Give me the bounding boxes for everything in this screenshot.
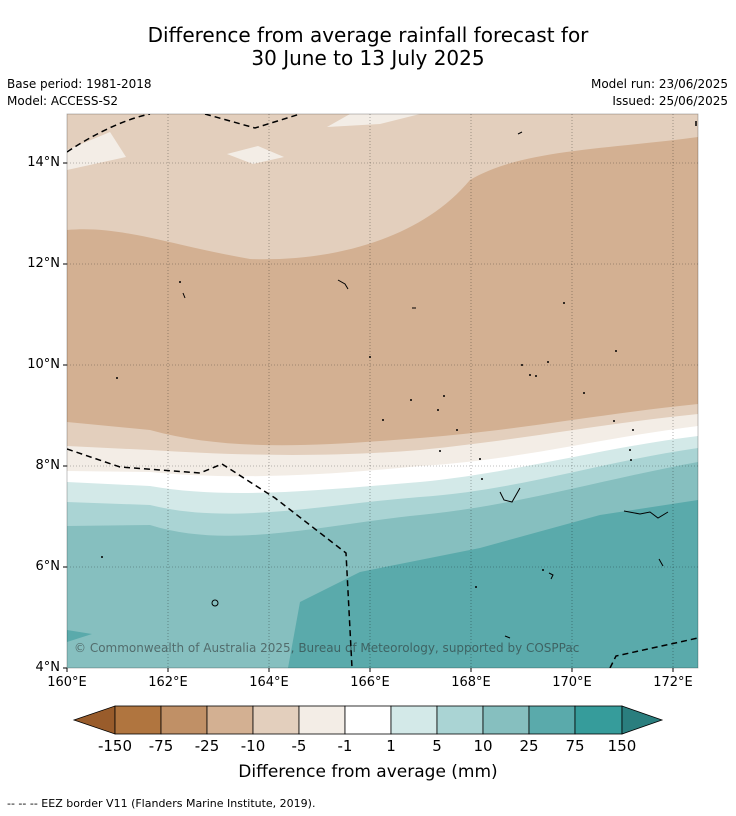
model-run: Model run: 23/06/2025: [590, 77, 728, 91]
band-near-neutral: [67, 132, 126, 170]
colorbar-tick-label: -1: [337, 737, 353, 755]
band-tan: [67, 137, 698, 446]
colorbar-tick-label: 150: [607, 737, 637, 755]
colorbar-swatch: [574, 705, 623, 735]
colorbar-swatch: [160, 705, 208, 735]
colorbar-tick-label: -25: [194, 737, 220, 755]
colorbar-tick-label: 25: [519, 737, 539, 755]
colorbar-tick-label: -10: [240, 737, 266, 755]
map-title-line2: 30 June to 13 July 2025: [251, 46, 485, 70]
colorbar-swatch: [482, 705, 530, 735]
colorbar-swatch: [390, 705, 438, 735]
colorbar-title: Difference from average (mm): [238, 762, 498, 782]
base-period: Base period: 1981-2018: [7, 77, 152, 91]
colorbar-tick-label: -5: [291, 737, 307, 755]
colorbar-tick-label: -150: [97, 737, 133, 755]
lon-label-172e: 172°E: [653, 675, 693, 690]
colorbar-swatch: [344, 705, 392, 735]
colorbar-swatch: [252, 705, 300, 735]
lat-label-14n: 14°N: [27, 155, 60, 170]
band-near-neutral: [227, 146, 284, 164]
colorbar-tick-label: 75: [565, 737, 585, 755]
lon-label-160e: 160°E: [47, 675, 87, 690]
map-field: [67, 114, 698, 668]
lat-label-8n: 8°N: [35, 458, 61, 473]
colorbar-high-extend: [621, 705, 664, 735]
lat-label-12n: 12°N: [27, 256, 60, 271]
model-name: Model: ACCESS-S2: [7, 94, 119, 108]
islands: [182, 131, 669, 639]
colorbar-tick-label: 10: [473, 737, 493, 755]
eez-border: [67, 114, 698, 668]
band-mid-blue: [288, 500, 698, 668]
eez-border-legend: -- -- -- EEZ border V11 (Flanders Marine…: [7, 797, 316, 810]
island-dots: [101, 281, 634, 588]
lon-label-170e: 170°E: [552, 675, 592, 690]
lon-label-166e: 166°E: [350, 675, 390, 690]
colorbar-tick-label: 5: [432, 737, 442, 755]
colorbar-swatch: [206, 705, 254, 735]
copyright-credit: © Commonwealth of Australia 2025, Bureau…: [74, 641, 580, 655]
colorbar-swatch: [436, 705, 484, 735]
lat-label-10n: 10°N: [27, 357, 60, 372]
colorbar-swatch: [114, 705, 162, 735]
map-frame: [66, 113, 699, 669]
colorbar-swatch: [528, 705, 576, 735]
lon-label-164e: 164°E: [249, 675, 289, 690]
map-title-line1: Difference from average rainfall forecas…: [147, 23, 589, 47]
lon-label-168e: 168°E: [451, 675, 491, 690]
band-pale-blue-edge: [67, 630, 92, 642]
gridlines: [67, 114, 698, 668]
colorbar-tick-label: -75: [148, 737, 174, 755]
lat-label-4n: 4°N: [35, 660, 61, 675]
colorbar: [72, 705, 664, 735]
issued-date: Issued: 25/06/2025: [612, 94, 728, 108]
lat-label-6n: 6°N: [35, 559, 61, 574]
lon-label-162e: 162°E: [148, 675, 188, 690]
colorbar-swatch: [298, 705, 346, 735]
colorbar-tick-label: 1: [386, 737, 396, 755]
colorbar-low-extend: [72, 705, 116, 735]
axis-ticks: [63, 162, 674, 672]
band-near-neutral: [327, 114, 420, 127]
